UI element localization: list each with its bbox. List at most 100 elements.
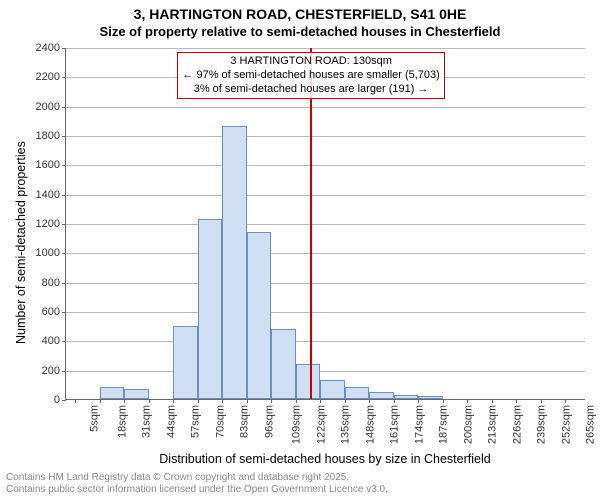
gridline [66,341,585,342]
xtick-mark [75,399,76,403]
xtick-mark [565,399,566,403]
y-axis-label: Number of semi-detached properties [14,141,28,344]
xtick-label: 135sqm [340,405,352,444]
ytick-label: 1000 [36,247,60,259]
xtick-mark [492,399,493,403]
xtick-label: 96sqm [263,405,275,438]
histogram-bar [394,395,418,399]
xtick-mark [198,399,199,403]
gridline [66,371,585,372]
ytick-label: 0 [54,394,60,406]
xtick-mark [516,399,517,403]
ytick-mark [62,312,66,313]
xtick-mark [467,399,468,403]
xtick-mark [222,399,223,403]
histogram-bar [173,326,197,399]
ytick-mark [62,283,66,284]
histogram-bar [369,392,393,399]
gridline [66,107,585,108]
histogram-bar [296,364,320,399]
xtick-label: 265sqm [585,405,597,444]
x-axis-label: Distribution of semi-detached houses by … [65,452,585,466]
xtick-mark [369,399,370,403]
ytick-mark [62,77,66,78]
ytick-label: 2000 [36,101,60,113]
histogram-bar [271,329,295,399]
gridline [66,136,585,137]
xtick-mark [443,399,444,403]
xtick-mark [394,399,395,403]
gridline [66,195,585,196]
xtick-label: 44sqm [165,405,177,438]
ytick-mark [62,371,66,372]
xtick-label: 187sqm [438,405,450,444]
xtick-mark [100,399,101,403]
xtick-mark [541,399,542,403]
ytick-mark [62,136,66,137]
subject-marker-line [310,48,312,399]
footer-copyright-2: Contains public sector information licen… [6,484,388,496]
histogram-bar [222,126,246,399]
xtick-label: 83sqm [239,405,251,438]
histogram-bar [124,389,148,399]
gridline [66,224,585,225]
xtick-label: 122sqm [315,405,327,444]
ytick-mark [62,165,66,166]
ytick-label: 1800 [36,130,60,142]
ytick-mark [62,195,66,196]
ytick-label: 1200 [36,218,60,230]
ytick-mark [62,224,66,225]
xtick-label: 174sqm [413,405,425,444]
histogram-bar [100,387,124,399]
histogram-bar [198,219,222,399]
ytick-label: 2400 [36,42,60,54]
gridline [66,283,585,284]
ytick-label: 200 [42,365,60,377]
ytick-label: 1400 [36,189,60,201]
xtick-mark [296,399,297,403]
gridline [66,253,585,254]
xtick-mark [124,399,125,403]
chart-title-desc: Size of property relative to semi-detach… [0,24,600,39]
ytick-mark [62,48,66,49]
ytick-label: 2200 [36,71,60,83]
histogram-bar [247,232,271,399]
xtick-mark [418,399,419,403]
xtick-label: 70sqm [214,405,226,438]
ytick-mark [62,253,66,254]
histogram-chart: 3, HARTINGTON ROAD, CHESTERFIELD, S41 0H… [0,0,600,500]
xtick-mark [149,399,150,403]
xtick-mark [320,399,321,403]
ytick-mark [62,107,66,108]
footer-copyright-1: Contains HM Land Registry data © Crown c… [6,472,349,484]
annotation-line3: 3% of semi-detached houses are larger (1… [182,83,439,97]
gridline [66,48,585,49]
xtick-mark [247,399,248,403]
ytick-label: 400 [42,335,60,347]
xtick-label: 239sqm [536,405,548,444]
xtick-label: 148sqm [364,405,376,444]
ytick-mark [62,341,66,342]
xtick-mark [173,399,174,403]
histogram-bar [418,396,442,399]
xtick-label: 18sqm [116,405,128,438]
xtick-label: 5sqm [89,405,101,432]
ytick-label: 600 [42,306,60,318]
ytick-label: 1600 [36,159,60,171]
xtick-label: 57sqm [190,405,202,438]
xtick-mark [345,399,346,403]
gridline [66,165,585,166]
histogram-bar [320,380,344,399]
xtick-label: 226sqm [511,405,523,444]
xtick-label: 213sqm [487,405,499,444]
ytick-label: 800 [42,277,60,289]
ytick-mark [62,400,66,401]
xtick-label: 252sqm [560,405,572,444]
xtick-label: 200sqm [462,405,474,444]
histogram-bar [345,387,369,399]
xtick-mark [271,399,272,403]
annotation-line1: 3 HARTINGTON ROAD: 130sqm [182,55,439,69]
xtick-label: 109sqm [291,405,303,444]
xtick-label: 161sqm [389,405,401,444]
chart-title-address: 3, HARTINGTON ROAD, CHESTERFIELD, S41 0H… [0,6,600,22]
